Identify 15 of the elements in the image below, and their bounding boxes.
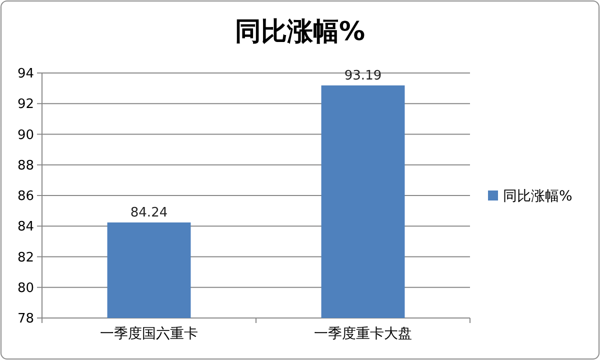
y-tick-label: 86: [17, 189, 34, 204]
y-tick-label: 84: [17, 220, 34, 235]
legend-label: 同比涨幅%: [503, 188, 572, 204]
y-tick-label: 78: [17, 312, 34, 327]
y-tick-label: 82: [17, 250, 34, 266]
y-tick-label: 88: [17, 158, 34, 174]
data-label: 93.19: [344, 68, 382, 84]
x-tick-label: 一季度重卡大盘: [314, 326, 412, 342]
y-tick-label: 80: [17, 280, 34, 296]
y-tick-label: 90: [17, 128, 34, 143]
y-tick-label: 94: [17, 66, 34, 82]
chart-title: 同比涨幅%: [234, 17, 366, 47]
data-label: 84.24: [130, 205, 168, 220]
x-tick-label: 一季度国六重卡: [100, 326, 198, 342]
y-tick-label: 92: [17, 97, 34, 112]
